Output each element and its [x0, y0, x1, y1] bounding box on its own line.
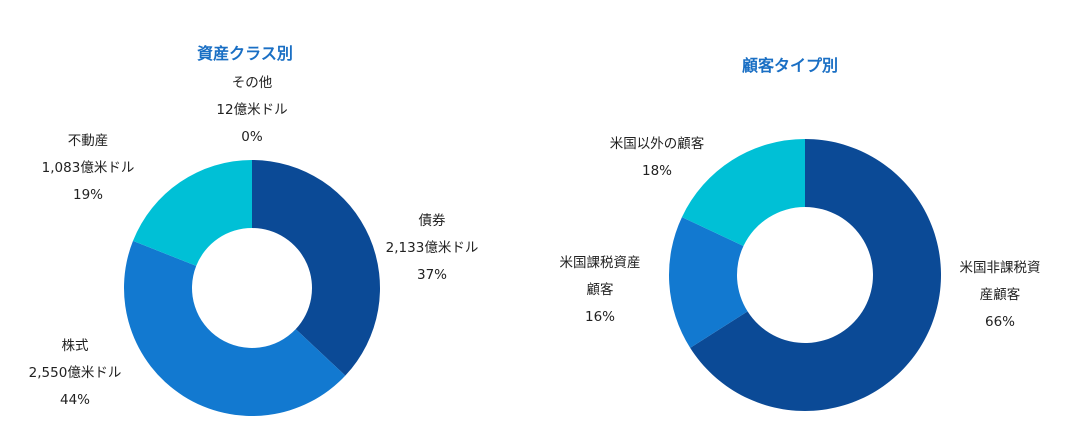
- category-label: その他: [231, 75, 273, 91]
- category-label: 債券: [418, 213, 446, 229]
- slice-label: 米国以外の顧客 18%: [597, 131, 717, 185]
- category-label: 米国非課税資産顧客: [959, 260, 1041, 303]
- amount-label: 2,550億米ドル: [28, 365, 122, 381]
- value-label: 16%: [584, 309, 615, 325]
- donut-slice: [132, 160, 252, 266]
- donut-slice: [124, 240, 346, 416]
- slice-label: 株式 2,550億米ドル 44%: [15, 333, 135, 414]
- value-label: 44%: [59, 392, 90, 408]
- value-label: 66%: [984, 314, 1015, 330]
- slice-label: その他 12億米ドル 0%: [192, 70, 312, 151]
- value-label: 0%: [241, 129, 263, 145]
- slice-label: 不動産 1,083億米ドル 19%: [28, 128, 148, 209]
- value-label: 19%: [72, 187, 103, 203]
- category-label: 株式: [61, 338, 89, 354]
- value-label: 18%: [641, 163, 672, 179]
- donut-slice: [690, 139, 941, 412]
- chart-title: 顧客タイプ別: [741, 56, 839, 75]
- slice-label: 米国課税資産顧客 16%: [554, 250, 646, 331]
- amount-label: 1,083億米ドル: [41, 160, 135, 176]
- chart-title: 資産クラス別: [197, 44, 293, 63]
- category-label: 不動産: [67, 133, 109, 149]
- amount-label: 12億米ドル: [216, 102, 288, 118]
- donut-slice: [669, 217, 748, 348]
- category-label: 米国以外の顧客: [609, 136, 705, 152]
- slice-label: 米国非課税資産顧客 66%: [954, 255, 1046, 336]
- amount-label: 2,133億米ドル: [385, 240, 479, 256]
- donut-slice: [681, 139, 805, 247]
- donut-slice: [252, 160, 380, 376]
- slice-label: 債券 2,133億米ドル 37%: [372, 208, 492, 289]
- value-label: 37%: [416, 267, 447, 283]
- category-label: 米国課税資産顧客: [559, 255, 641, 298]
